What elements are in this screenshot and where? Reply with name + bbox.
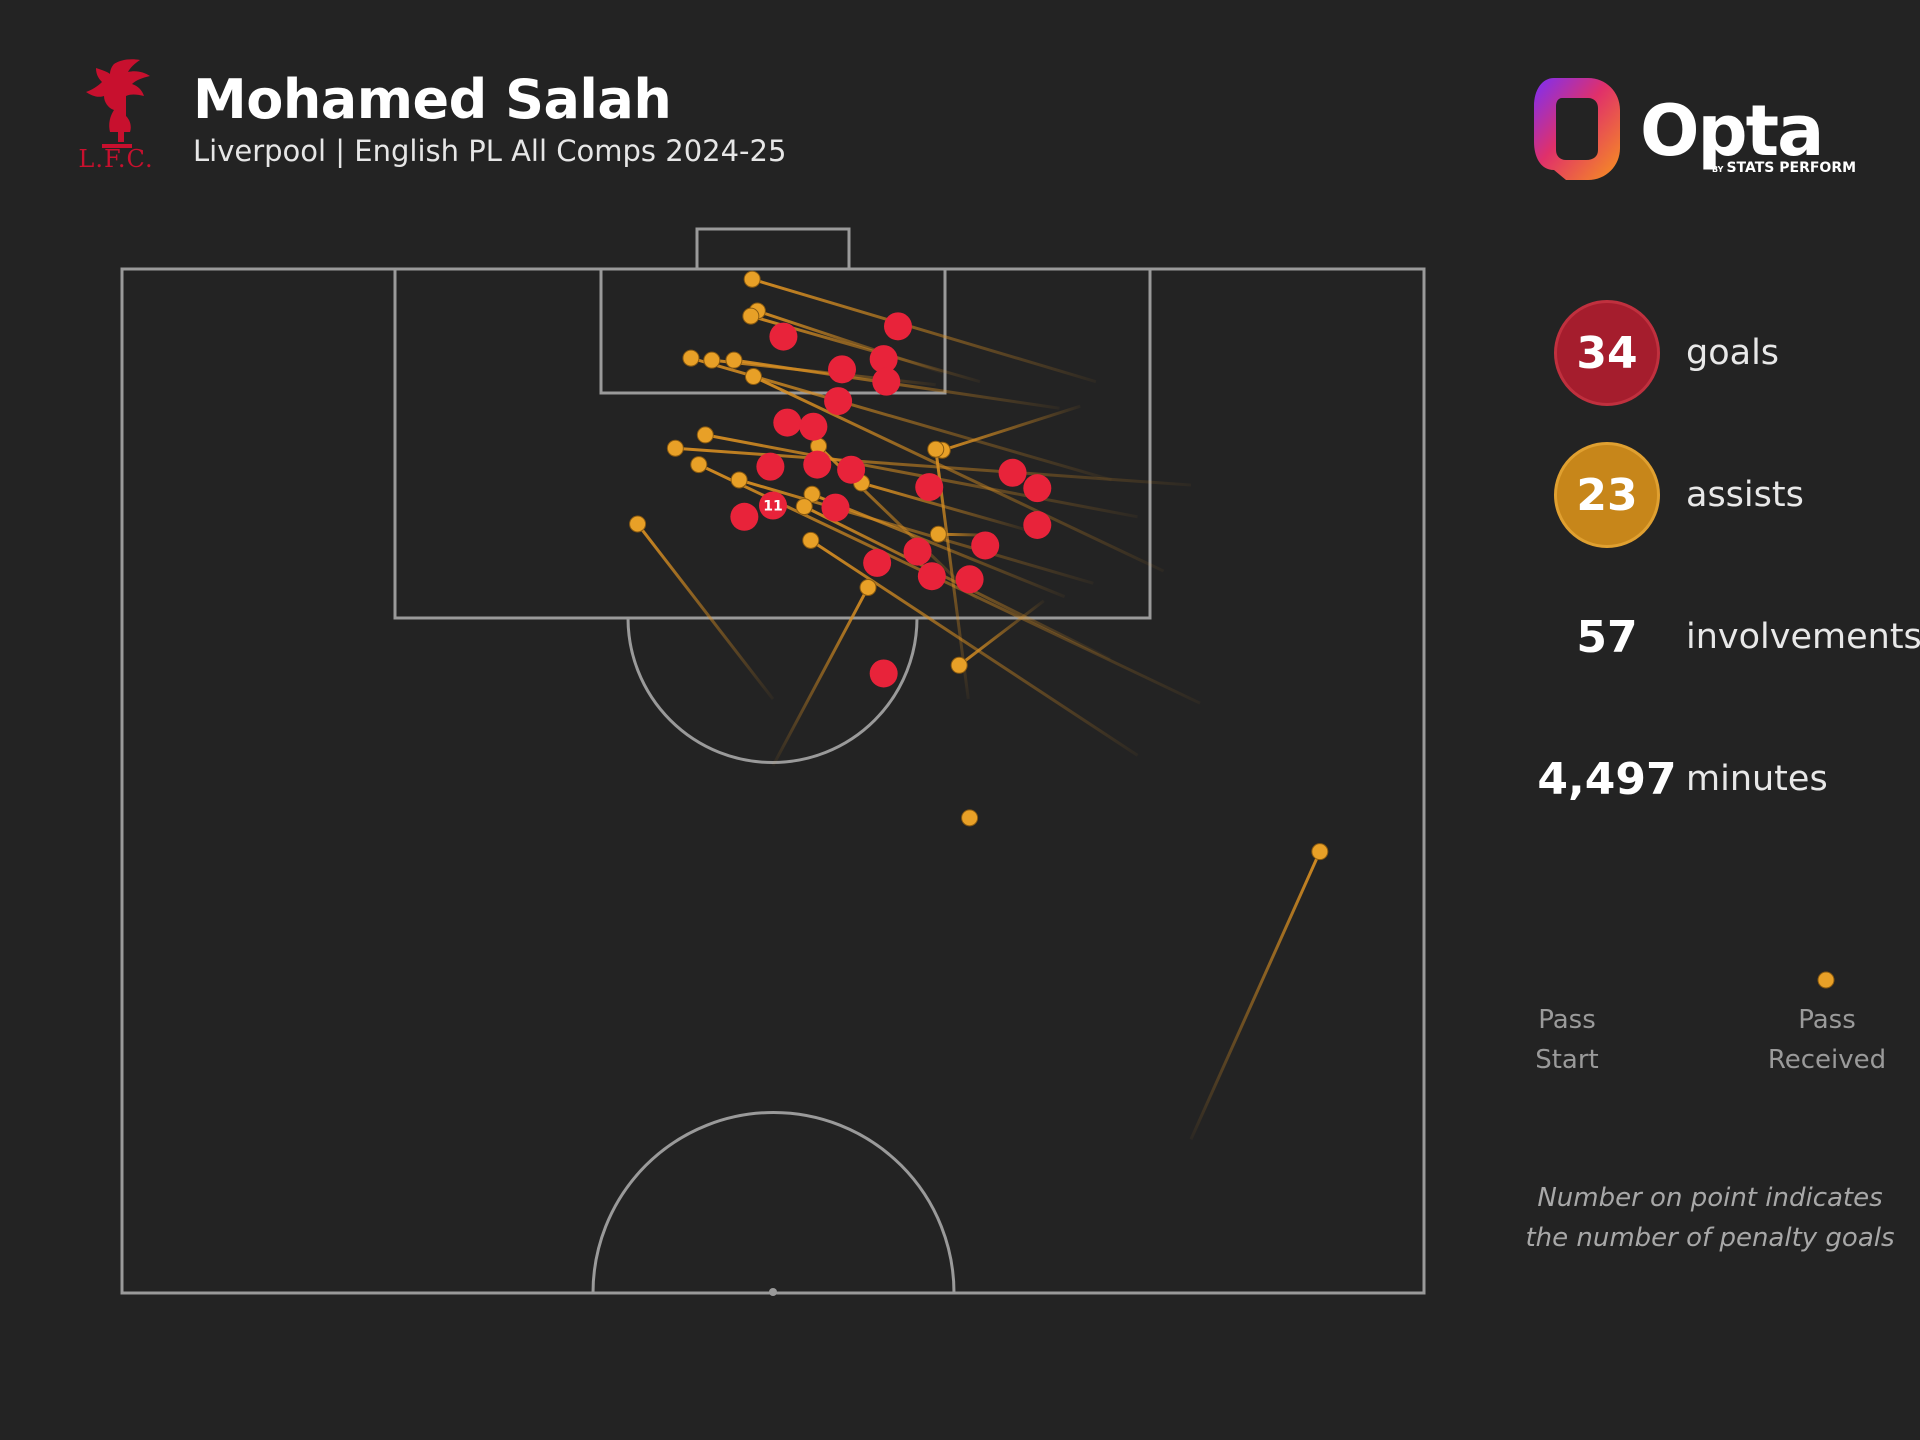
page-title: Mohamed Salah: [193, 68, 672, 131]
assist-dots: [629, 270, 1329, 861]
brand-sub-text: STATS PERFORM: [1726, 160, 1857, 176]
goal-point: [769, 322, 798, 351]
legend-end-line1: Pass: [1798, 1005, 1856, 1035]
goal-point: [759, 491, 787, 520]
penalty-arc: [626, 617, 919, 764]
goal-point: [803, 450, 832, 479]
goal-point: [869, 659, 898, 688]
assist-point: [950, 656, 968, 674]
minutes-label: minutes: [1686, 759, 1828, 799]
penalty-count-label: 11: [763, 499, 782, 515]
goal-dots: 11: [730, 312, 1052, 688]
assist-point: [859, 578, 877, 596]
goal-point: [863, 548, 892, 577]
involvements-value: 57: [1576, 611, 1638, 663]
assist-lines: [636, 277, 1322, 1141]
legend-start-line2: Start: [1535, 1045, 1599, 1075]
footnote: Number on point indicates the number of …: [1520, 1178, 1900, 1258]
goals-label: goals: [1686, 333, 1780, 373]
goal-point: [828, 355, 857, 384]
assist-point: [703, 351, 721, 369]
assist-point: [696, 426, 714, 444]
goal-point: [1023, 474, 1052, 503]
assist-line: [811, 492, 1066, 599]
assist-point: [629, 515, 647, 533]
liverbird-icon: [86, 59, 150, 148]
goal-point: [883, 312, 912, 341]
assist-line: [771, 586, 870, 767]
footnote-line2: the number of penalty goals: [1525, 1223, 1895, 1253]
legend-start-line1: Pass: [1538, 1005, 1596, 1035]
assist-point: [927, 440, 945, 458]
pitch-lines: [120, 227, 1426, 1296]
assist-point: [744, 368, 762, 386]
legend-pass-dot: [1817, 971, 1835, 989]
opta-logo-icon: [1534, 78, 1620, 180]
assist-line: [752, 375, 1165, 573]
goal-point: [799, 412, 828, 441]
assist-point: [743, 270, 761, 288]
centre-spot: [769, 1288, 777, 1296]
goal-point: [730, 502, 759, 531]
assist-point: [742, 307, 760, 325]
assist-point: [690, 456, 708, 474]
goals-badge: 34: [1554, 300, 1660, 406]
legend-line: [1566, 971, 1835, 989]
goal: [695, 227, 851, 271]
minutes-value: 4,497: [1537, 753, 1677, 805]
goal-point: [971, 531, 1000, 560]
goal-point: [824, 387, 853, 416]
assist-line: [636, 523, 775, 700]
brand-by: BY: [1712, 165, 1724, 174]
goal-point: [773, 408, 802, 437]
assist-point: [682, 349, 700, 367]
legend-end-line2: Received: [1767, 1045, 1887, 1075]
assist-point: [929, 525, 947, 543]
goal-point: [872, 367, 901, 396]
goal-point: [1023, 511, 1052, 539]
pitch-outline: [120, 267, 1426, 1295]
assist-line: [675, 446, 1192, 487]
brand-sub: BY STATS PERFORM: [1712, 160, 1856, 176]
assists-badge: 23: [1554, 442, 1660, 548]
assist-line: [809, 539, 1139, 757]
goal-point: [756, 452, 785, 481]
goal-point: [821, 493, 850, 522]
footnote-line1: Number on point indicates: [1537, 1183, 1883, 1213]
goal-point: [998, 458, 1027, 487]
assist-line: [1189, 851, 1322, 1141]
assist-point: [730, 471, 748, 489]
assist-point: [666, 439, 684, 457]
involvements-label: involvements: [1686, 617, 1920, 657]
brand-name: Opta: [1640, 90, 1824, 172]
goal-point: [917, 562, 946, 591]
centre-circle: [591, 1111, 956, 1294]
goal-point: [903, 537, 932, 566]
assist-line: [958, 599, 1045, 667]
assist-point: [725, 351, 743, 369]
assist-line: [738, 478, 1094, 585]
goal-point: [955, 565, 984, 594]
assists-label: assists: [1686, 475, 1804, 515]
goal-point: [837, 455, 866, 484]
assist-point: [1311, 843, 1329, 861]
page-subtitle: Liverpool | English PL All Comps 2024-25: [193, 134, 787, 168]
assist-line: [941, 404, 1081, 452]
crest-text: L.F.C.: [78, 145, 154, 173]
goal-point: [869, 345, 898, 374]
assist-line: [751, 277, 1097, 384]
goal-point: [915, 473, 944, 502]
assist-point: [802, 531, 820, 549]
assist-line: [861, 481, 1032, 533]
assist-point: [803, 485, 821, 503]
assist-point: [961, 809, 979, 827]
assist-point: [795, 498, 813, 516]
